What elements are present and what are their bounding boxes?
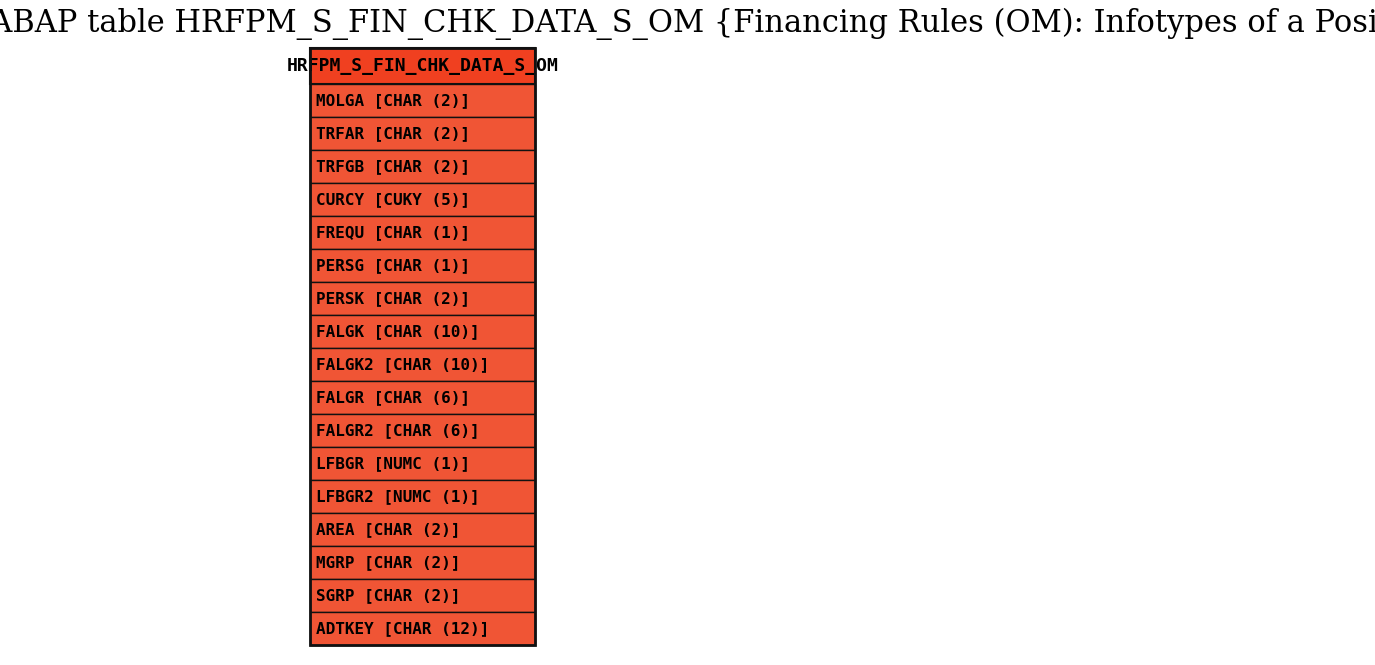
Bar <box>309 612 535 645</box>
Bar <box>309 183 535 216</box>
Text: FALGK [CHAR (10)]: FALGK [CHAR (10)] <box>316 324 480 339</box>
Text: MOLGA [CHAR (2)]: MOLGA [CHAR (2)] <box>316 93 470 108</box>
Bar <box>309 84 535 117</box>
Text: SAP ABAP table HRFPM_S_FIN_CHK_DATA_S_OM {Financing Rules (OM): Infotypes of a P: SAP ABAP table HRFPM_S_FIN_CHK_DATA_S_OM… <box>0 8 1375 40</box>
Bar <box>309 150 535 183</box>
Bar <box>309 546 535 579</box>
Text: TRFGB [CHAR (2)]: TRFGB [CHAR (2)] <box>316 159 470 174</box>
Bar <box>309 249 535 282</box>
Bar <box>309 348 535 381</box>
Text: FREQU [CHAR (1)]: FREQU [CHAR (1)] <box>316 225 470 240</box>
Text: PERSK [CHAR (2)]: PERSK [CHAR (2)] <box>316 291 470 306</box>
Bar <box>309 513 535 546</box>
Text: CURCY [CUKY (5)]: CURCY [CUKY (5)] <box>316 192 470 207</box>
Bar <box>309 315 535 348</box>
Text: TRFAR [CHAR (2)]: TRFAR [CHAR (2)] <box>316 126 470 141</box>
Bar <box>309 282 535 315</box>
Text: FALGR2 [CHAR (6)]: FALGR2 [CHAR (6)] <box>316 423 480 438</box>
Bar <box>309 414 535 447</box>
Text: SGRP [CHAR (2)]: SGRP [CHAR (2)] <box>316 588 461 603</box>
Bar <box>309 579 535 612</box>
Bar <box>309 381 535 414</box>
Text: HRFPM_S_FIN_CHK_DATA_S_OM: HRFPM_S_FIN_CHK_DATA_S_OM <box>286 57 558 75</box>
Bar <box>309 480 535 513</box>
Bar <box>309 447 535 480</box>
Text: FALGR [CHAR (6)]: FALGR [CHAR (6)] <box>316 390 470 405</box>
Text: PERSG [CHAR (1)]: PERSG [CHAR (1)] <box>316 258 470 273</box>
Bar <box>309 48 535 84</box>
Text: MGRP [CHAR (2)]: MGRP [CHAR (2)] <box>316 555 461 570</box>
Text: LFBGR [NUMC (1)]: LFBGR [NUMC (1)] <box>316 456 470 471</box>
Bar <box>309 117 535 150</box>
Text: FALGK2 [CHAR (10)]: FALGK2 [CHAR (10)] <box>316 357 490 372</box>
Bar <box>309 216 535 249</box>
Text: ADTKEY [CHAR (12)]: ADTKEY [CHAR (12)] <box>316 621 490 636</box>
Text: LFBGR2 [NUMC (1)]: LFBGR2 [NUMC (1)] <box>316 489 480 504</box>
Text: AREA [CHAR (2)]: AREA [CHAR (2)] <box>316 522 461 537</box>
Bar <box>309 48 535 645</box>
